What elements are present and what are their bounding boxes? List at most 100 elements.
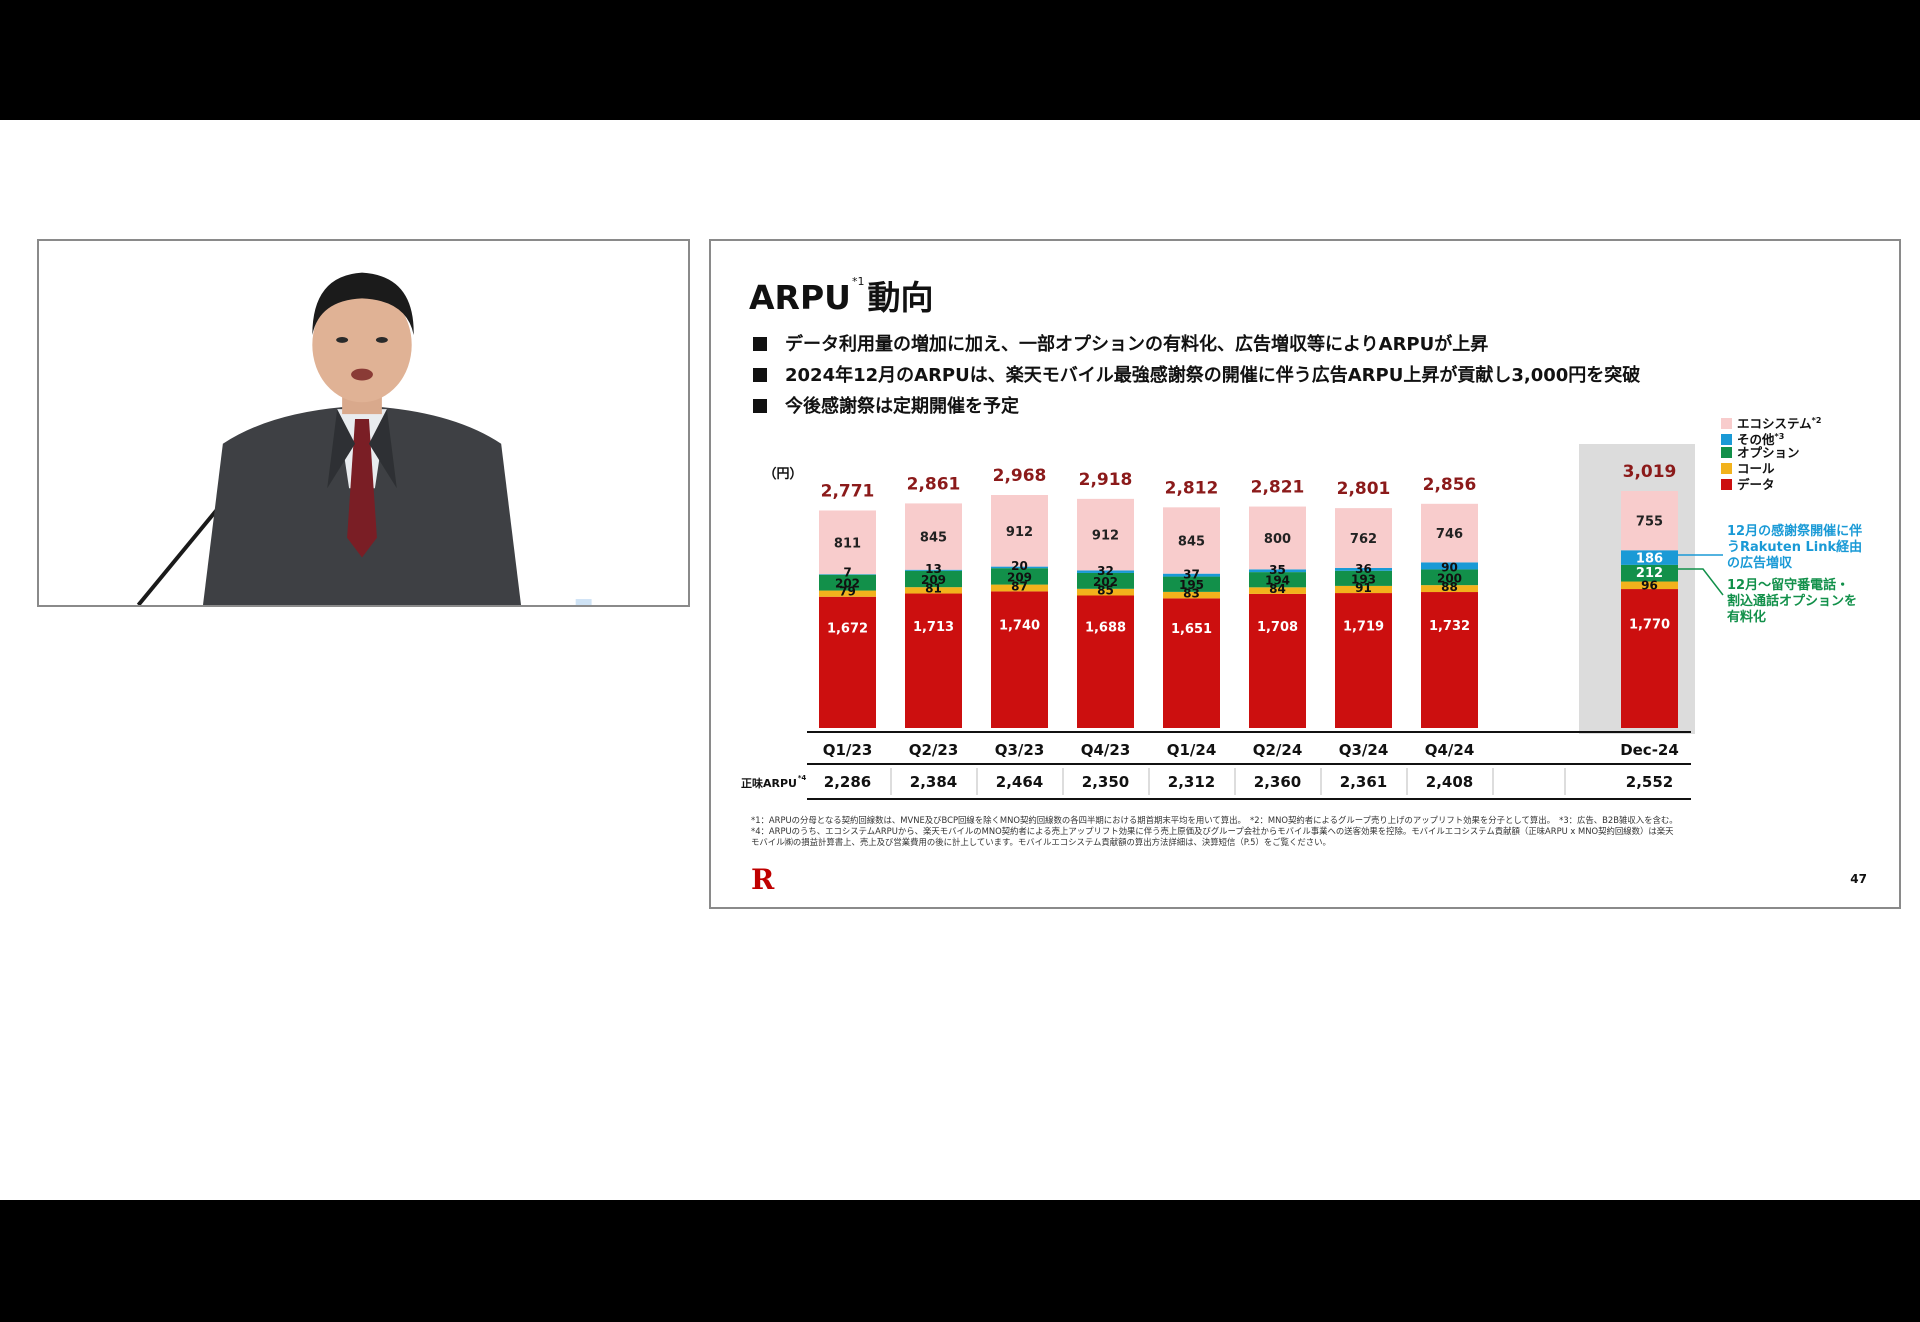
footnotes: *1：ARPUの分母となる契約回線数は、MVNE及びBCP回線を除くMNO契約回… — [751, 815, 1871, 848]
bar-label-call: 91 — [1355, 581, 1372, 595]
bar-label-data: 1,688 — [1085, 621, 1126, 636]
presentation-stage: ARPU*1動向 データ利用量の増加に加え、一部オプションの有料化、広告増収等に… — [0, 120, 1920, 1200]
core-arpu-value: 2,384 — [910, 773, 957, 791]
bar-segment-ecosystem — [1249, 506, 1306, 570]
rakuten-logo: R — [751, 863, 775, 896]
bullet-item: データ利用量の増加に加え、一部オプションの有料化、広告増収等によりARPUが上昇 — [753, 329, 1640, 360]
bar-total-label: 2,821 — [1251, 478, 1305, 498]
bar-segment-data — [1421, 592, 1478, 728]
bar-segment-other — [1421, 562, 1478, 570]
speaker-figure — [39, 241, 688, 605]
bar-total-label: 2,801 — [1337, 479, 1391, 499]
bar-label-option: 212 — [1636, 566, 1663, 581]
bar-label-data: 1,672 — [827, 621, 868, 636]
bar-segment-ecosystem — [991, 495, 1048, 567]
bar-label-call: 79 — [839, 585, 856, 599]
bar-segment-other — [1163, 573, 1220, 577]
footnote-line: モバイル㈱の損益計算書上、売上及び営業費用の後に計上しています。モバイルエコシス… — [751, 837, 1331, 847]
legend-swatch — [1721, 463, 1732, 474]
bar-label-other: 186 — [1636, 552, 1663, 567]
bar-segment-call — [1163, 591, 1220, 599]
square-bullet-icon — [753, 337, 767, 351]
bar-label-data: 1,651 — [1171, 622, 1212, 637]
category-label: Q4/24 — [1425, 741, 1475, 759]
bar-total-label: 3,019 — [1623, 462, 1677, 482]
legend-sup: *2 — [1811, 416, 1822, 425]
bar-label-data: 1,719 — [1343, 620, 1384, 635]
bar-label-call: 81 — [925, 582, 942, 596]
category-label: Q3/23 — [995, 741, 1045, 759]
bar-label-ecosystem: 845 — [920, 531, 947, 546]
bar-label-option: 195 — [1179, 578, 1204, 592]
bar-segment-option — [1249, 572, 1306, 588]
legend-item-ecosystem: エコシステム*2 — [1721, 413, 1822, 431]
bar-label-ecosystem: 845 — [1178, 535, 1205, 550]
bar-label-other: 37 — [1183, 568, 1200, 582]
bar-label-data: 1,770 — [1629, 618, 1670, 633]
bar-label-ecosystem: 762 — [1350, 532, 1377, 547]
core-arpu-value: 2,286 — [824, 773, 871, 791]
bar-label-other: 35 — [1269, 563, 1286, 577]
bar-segment-data — [819, 596, 876, 728]
bar-label-option: 202 — [835, 577, 860, 591]
legend-swatch — [1721, 479, 1732, 490]
bar-segment-data — [1335, 593, 1392, 728]
bar-segment-option — [1077, 572, 1134, 589]
bar-label-data: 1,708 — [1257, 620, 1298, 635]
bar-label-data: 1,740 — [999, 619, 1040, 634]
bar-segment-ecosystem — [819, 510, 876, 575]
bar-label-call: 96 — [1641, 578, 1658, 592]
bar-segment-option — [1621, 564, 1678, 582]
bar-label-data: 1,713 — [913, 620, 954, 635]
bar-segment-data — [1249, 593, 1306, 728]
callout-line: うRakuten Link経由 — [1727, 540, 1863, 555]
category-label: Dec-24 — [1620, 741, 1679, 759]
bar-label-ecosystem: 912 — [1006, 525, 1033, 540]
callout-line: 12月～留守番電話・ — [1727, 578, 1850, 593]
bullet-item: 今後感謝祭は定期開催を予定 — [753, 391, 1640, 422]
bar-label-call: 84 — [1269, 582, 1286, 596]
bar-label-call: 83 — [1183, 586, 1200, 600]
callout-line: 割込通話オプションを — [1727, 594, 1858, 609]
bar-label-ecosystem: 755 — [1636, 515, 1663, 530]
bar-label-ecosystem: 746 — [1436, 527, 1463, 542]
callout-line: 12月の感謝祭開催に伴 — [1727, 524, 1863, 539]
bar-label-other: 90 — [1441, 560, 1458, 574]
callout-line: の広告増収 — [1727, 556, 1793, 571]
category-label: Q2/24 — [1253, 741, 1303, 759]
bar-segment-other — [1077, 570, 1134, 573]
bar-segment-option — [819, 574, 876, 591]
core-arpu-value: 2,408 — [1426, 773, 1473, 791]
bar-label-option: 209 — [1007, 570, 1032, 584]
core-arpu-value: 2,464 — [996, 773, 1043, 791]
bar-label-call: 87 — [1011, 579, 1028, 593]
legend-label: オプション — [1737, 445, 1800, 460]
bar-segment-call — [905, 587, 962, 594]
category-label: Q1/24 — [1167, 741, 1217, 759]
bar-segment-ecosystem — [1163, 507, 1220, 574]
bar-segment-other — [819, 574, 876, 575]
bar-segment-ecosystem — [1335, 508, 1392, 568]
bar-segment-data — [1621, 589, 1678, 728]
bar-segment-ecosystem — [905, 503, 962, 570]
bar-total-label: 2,771 — [821, 481, 875, 501]
square-bullet-icon — [753, 368, 767, 382]
bar-segment-ecosystem — [1421, 503, 1478, 563]
category-label: Q2/23 — [909, 741, 959, 759]
legend-swatch — [1721, 447, 1732, 458]
unit-label: （円） — [763, 466, 802, 482]
chart-legend: エコシステム*2 その他*3 オプション コール データ — [1721, 413, 1821, 493]
callout-ad-revenue: 12月の感謝祭開催に伴 うRakuten Link経由 の広告増収 — [1727, 524, 1862, 572]
legend-item-data: データ — [1721, 477, 1821, 493]
callout-connector-green — [1678, 568, 1724, 596]
bar-label-ecosystem: 811 — [834, 536, 861, 551]
bar-label-ecosystem: 912 — [1092, 529, 1119, 544]
slide-panel: ARPU*1動向 データ利用量の増加に加え、一部オプションの有料化、広告増収等に… — [709, 239, 1901, 909]
bullet-list: データ利用量の増加に加え、一部オプションの有料化、広告増収等によりARPUが上昇… — [753, 329, 1640, 422]
bar-label-other: 7 — [843, 566, 851, 580]
legend-label: コール — [1737, 461, 1775, 476]
bar-segment-call — [991, 584, 1048, 592]
bar-segment-option — [1163, 576, 1220, 592]
bar-segment-other — [1335, 567, 1392, 571]
core-arpu-value: 2,361 — [1340, 773, 1387, 791]
